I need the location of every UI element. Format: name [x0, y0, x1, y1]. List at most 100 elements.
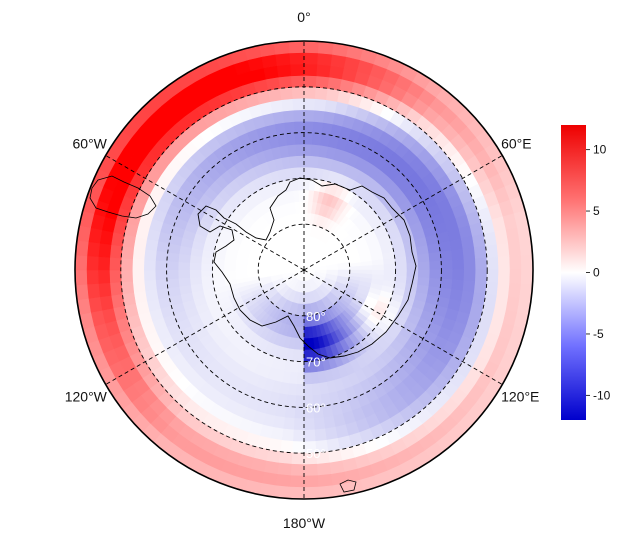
anomaly-cell [200, 269, 213, 278]
anomaly-cell [303, 383, 313, 397]
anomaly-cell [296, 361, 305, 374]
anomaly-cell [291, 441, 305, 454]
anomaly-cell [272, 110, 285, 125]
anomaly-cell [428, 251, 442, 263]
anomaly-cell [316, 462, 332, 476]
anomaly-cell [290, 452, 305, 465]
anomaly-cell [462, 280, 476, 293]
anomaly-cell [303, 143, 313, 157]
anomaly-cell [285, 132, 297, 146]
anomaly-cell [281, 428, 294, 442]
anomaly-cell [287, 498, 305, 499]
meridian-line [105, 269, 305, 385]
anomaly-cell [289, 52, 305, 65]
anomaly-cell [274, 122, 287, 136]
anomaly-cell [438, 240, 452, 253]
anomaly-cell [270, 99, 284, 114]
anomaly-cell [303, 372, 312, 385]
anomaly-cell [294, 395, 305, 408]
anomaly-cell [120, 245, 135, 260]
anomaly-cell [303, 97, 316, 111]
anomaly-cell [303, 429, 316, 443]
anomaly-cell [315, 75, 330, 89]
latitude-label: 80° [306, 309, 326, 324]
longitude-label: 180°W [283, 515, 326, 531]
anomaly-cell [449, 238, 464, 251]
anomaly-cell [284, 405, 296, 419]
anomaly-cell [200, 275, 214, 284]
anomaly-cell [485, 281, 499, 296]
anomaly-cell [143, 279, 157, 292]
anomaly-cell [451, 248, 465, 261]
colorbar-tick-label: -10 [593, 388, 611, 402]
antarctica-coast-path [197, 177, 417, 359]
anomaly-cell [155, 278, 169, 290]
anomaly-cell [463, 269, 477, 282]
colorbar-tick-label: 10 [593, 143, 607, 157]
meridian-line [105, 155, 305, 271]
anomaly-cell [288, 41, 305, 54]
anomaly-cell [497, 256, 511, 271]
anomaly-cell [303, 120, 315, 134]
anomaly-cell [288, 155, 298, 169]
anomaly-cell [460, 236, 475, 250]
anomaly-cell [303, 63, 318, 77]
anomaly-cell [155, 250, 169, 262]
anomaly-cell [303, 132, 314, 145]
anomaly-cell [293, 120, 305, 134]
anomaly-cell [234, 269, 248, 275]
anomaly-cell [246, 269, 259, 275]
anomaly-cell [276, 462, 292, 476]
anomaly-cell [417, 269, 431, 279]
anomaly-cell [275, 474, 291, 488]
anomaly-cell [177, 277, 191, 287]
anomaly-cell [452, 259, 465, 271]
anomaly-cell [394, 256, 408, 265]
anomaly-cell [296, 372, 305, 385]
anomaly-cell [131, 258, 145, 271]
anomaly-cell [317, 52, 333, 66]
anomaly-cell [463, 258, 477, 271]
anomaly-cell [144, 289, 159, 302]
anomaly-cell [303, 52, 319, 65]
anomaly-cell [143, 259, 156, 271]
anomaly-cell [509, 269, 522, 285]
anomaly-cell [417, 253, 431, 263]
anomaly-cell [189, 262, 202, 271]
anomaly-cell [520, 269, 533, 286]
anomaly-cell [278, 75, 293, 89]
island-coast-path [339, 479, 357, 493]
anomaly-cell [292, 429, 305, 443]
anomaly-cell [120, 280, 135, 295]
map-boundary [74, 40, 534, 500]
anomaly-cell [282, 417, 295, 431]
anomaly-cell [303, 166, 312, 179]
anomaly-cell [189, 276, 203, 286]
anomaly-cell [395, 262, 408, 271]
anomaly-cell [131, 269, 145, 282]
anomaly-cell [312, 121, 324, 135]
anomaly-cell [287, 143, 297, 157]
anomaly-cell [98, 282, 112, 298]
anomaly-cell [290, 166, 299, 180]
anomaly-cell [109, 269, 122, 284]
anomaly-cell [429, 260, 442, 271]
anomaly-cell [287, 41, 305, 42]
longitude-labels: 0° 60°E 120°E 180°W 120°W 60°W [65, 9, 540, 531]
longitude-label: 0° [297, 9, 310, 25]
colorbar: 10 5 0 -5 -10 [561, 125, 611, 420]
longitude-label: 120°E [501, 389, 539, 405]
anomaly-cell [313, 417, 326, 431]
anomaly-field [75, 41, 533, 499]
anomaly-cell [293, 109, 305, 122]
antarctica-coastline [89, 175, 417, 493]
anomaly-cell [452, 269, 465, 281]
anomaly-cell [75, 269, 88, 286]
anomaly-cell [154, 259, 168, 271]
anomaly-cell [120, 257, 133, 271]
anomaly-cell [212, 274, 225, 283]
anomaly-cell [166, 269, 179, 280]
anomaly-cell [166, 277, 180, 289]
anomaly-cell [383, 263, 396, 271]
anomaly-cell [532, 253, 533, 271]
